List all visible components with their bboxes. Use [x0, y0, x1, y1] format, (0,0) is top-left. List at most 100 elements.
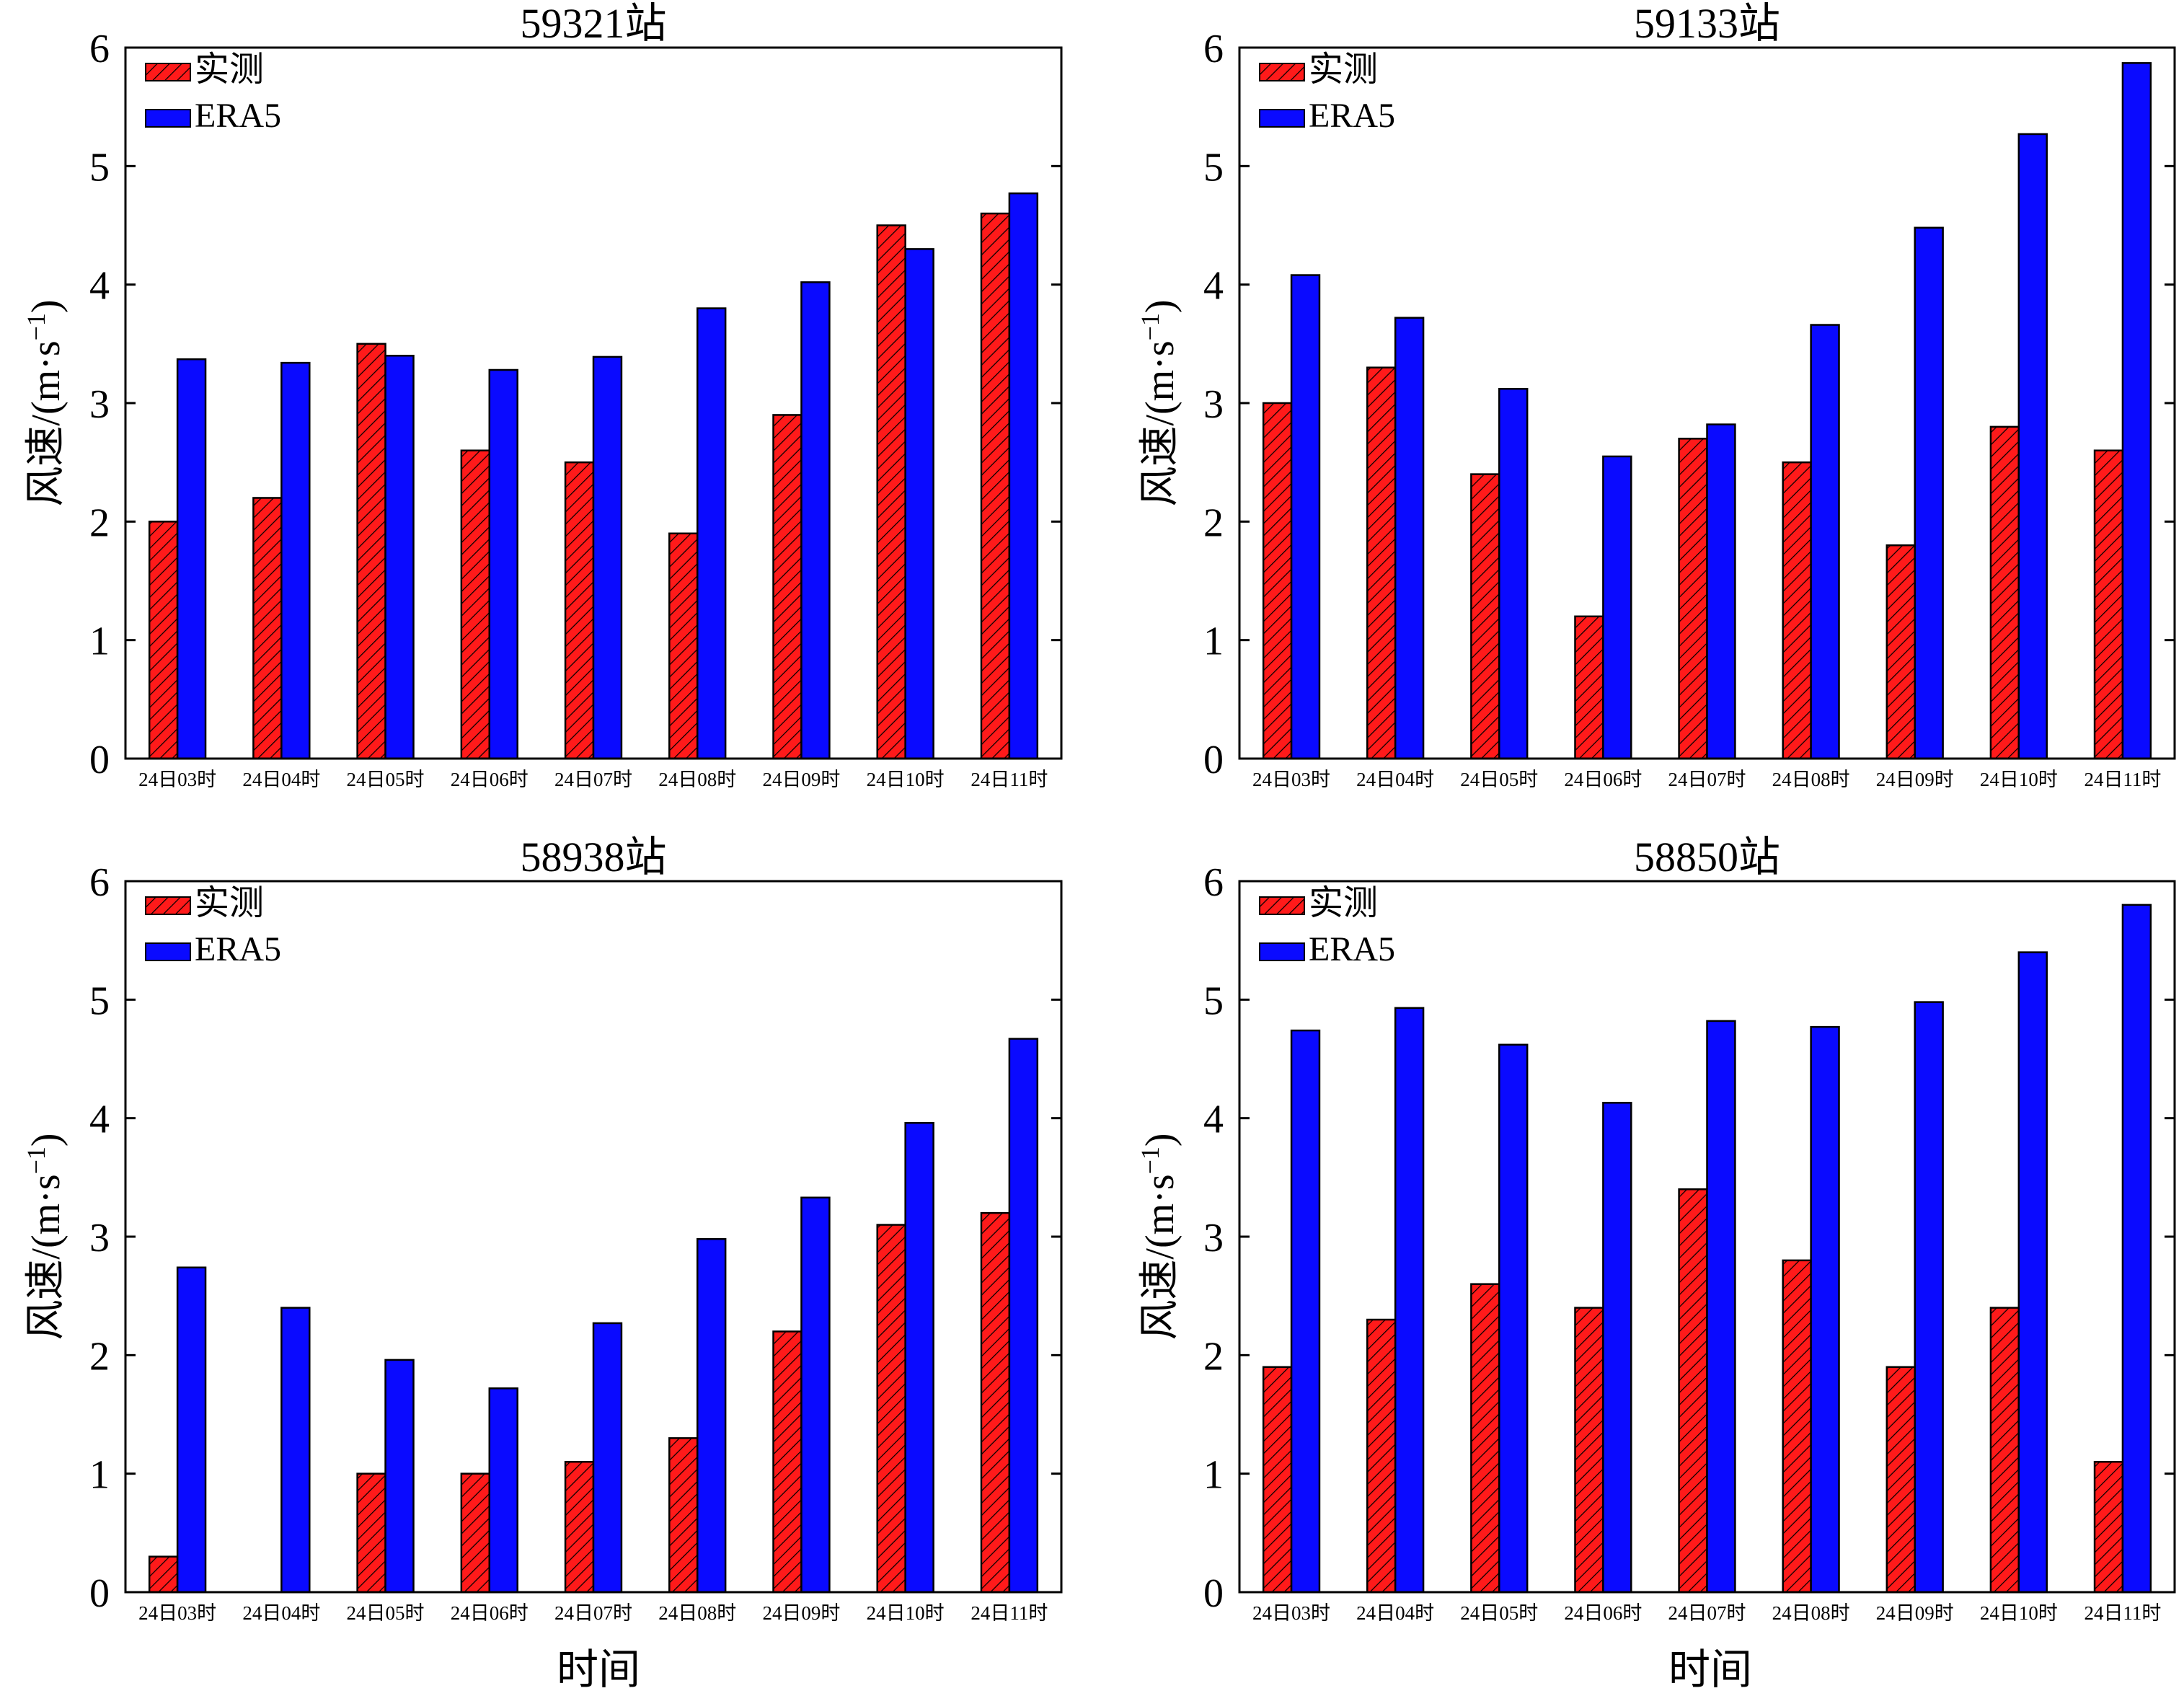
bar-observed: [1678, 1188, 1708, 1594]
x-tick-label: 24日06时: [1564, 1602, 1642, 1624]
x-tick-label: 24日11时: [2084, 1602, 2161, 1624]
bar-observed: [668, 532, 699, 760]
bar-observed: [460, 1472, 491, 1594]
x-tick-label: 24日10时: [867, 1602, 945, 1624]
y-tick-label: 0: [89, 738, 110, 782]
bar-era5: [904, 248, 934, 760]
bar-observed: [356, 343, 386, 760]
bar-era5: [1498, 1043, 1529, 1594]
y-axis-title: 风速/(m·s−1): [22, 299, 68, 506]
plot-frame: [124, 46, 1063, 760]
bar-observed: [772, 1330, 803, 1594]
bar-observed: [356, 1472, 386, 1594]
bar-era5: [1602, 1102, 1632, 1594]
chart-title: 58938站: [520, 834, 666, 880]
x-tick-label: 24日09时: [762, 1602, 840, 1624]
x-tick-label: 24日05时: [1460, 1602, 1538, 1624]
y-tick-label: 6: [89, 860, 110, 905]
legend-swatch-era5: [1259, 109, 1305, 128]
bar-era5: [176, 358, 207, 760]
y-tick-label: 6: [1203, 860, 1224, 905]
bar-era5: [1810, 1025, 1840, 1594]
bar-era5: [592, 1322, 623, 1594]
bar-era5: [1290, 274, 1321, 760]
bar-era5: [1706, 423, 1736, 760]
legend-label-era5: ERA5: [1309, 97, 1395, 135]
bar-era5: [1914, 226, 1944, 760]
x-tick-label: 24日10时: [1980, 1602, 2058, 1624]
legend-label-era5: ERA5: [195, 97, 281, 135]
x-tick-label: 24日03时: [1252, 769, 1330, 790]
bar-era5: [280, 361, 311, 760]
y-axis-title: 风速/(m·s−1): [22, 1133, 68, 1340]
y-tick-label: 2: [1203, 1334, 1224, 1379]
y-tick-label: 2: [1203, 500, 1224, 545]
plot-frame: [1238, 880, 2176, 1594]
chart-title: 59321站: [520, 0, 666, 47]
y-tick-label: 2: [89, 1334, 110, 1379]
x-tick-label: 24日04时: [1356, 769, 1434, 790]
y-tick-label: 3: [89, 382, 110, 427]
bar-era5: [1498, 388, 1529, 760]
x-axis-title-left: 时间: [556, 1646, 641, 1693]
bar-era5: [1008, 192, 1039, 760]
legend-label-era5: ERA5: [195, 930, 281, 968]
x-axis-title-right: 时间: [1668, 1646, 1753, 1693]
bar-observed: [1470, 1283, 1500, 1594]
bar-observed: [1574, 1307, 1604, 1594]
x-tick-label: 24日11时: [971, 769, 1048, 790]
x-tick-label: 24日09时: [1876, 769, 1954, 790]
bar-era5: [592, 355, 623, 760]
x-tick-label: 24日05时: [1460, 769, 1538, 790]
bar-era5: [696, 1238, 727, 1594]
legend-swatch-observed: [145, 63, 191, 81]
chart-title: 59133站: [1634, 0, 1780, 47]
legend-swatch-era5: [145, 942, 191, 961]
legend-label-observed: 实测: [1309, 884, 1378, 922]
bar-observed: [1782, 461, 1812, 760]
x-tick-label: 24日08时: [1772, 1602, 1850, 1624]
bar-observed: [1366, 366, 1397, 760]
bar-observed: [2093, 449, 2124, 760]
bar-observed: [772, 414, 803, 760]
y-tick-label: 0: [89, 1571, 110, 1616]
bar-era5: [1394, 317, 1425, 760]
legend-label-era5: ERA5: [1309, 930, 1395, 968]
x-tick-label: 24日04时: [242, 769, 320, 790]
y-tick-label: 0: [1203, 738, 1224, 782]
bar-era5: [2017, 133, 2048, 760]
bar-era5: [488, 1387, 518, 1594]
bar-observed: [1262, 402, 1293, 760]
y-tick-label: 4: [89, 1097, 110, 1142]
x-tick-label: 24日07时: [554, 1602, 632, 1624]
bar-observed: [1678, 438, 1708, 760]
legend-label-observed: 实测: [1309, 50, 1378, 89]
y-tick-label: 3: [1203, 382, 1224, 427]
bar-observed: [1885, 1366, 1916, 1594]
legend-label-observed: 实测: [195, 884, 264, 922]
x-tick-label: 24日03时: [138, 769, 216, 790]
plot-frame: [1238, 46, 2176, 760]
y-tick-label: 1: [1203, 619, 1224, 664]
y-tick-label: 6: [89, 27, 110, 71]
x-tick-label: 24日09时: [1876, 1602, 1954, 1624]
x-tick-label: 24日05时: [347, 1602, 425, 1624]
bar-observed: [1782, 1259, 1812, 1594]
bar-observed: [1989, 1307, 2020, 1594]
x-tick-label: 24日06时: [451, 1602, 529, 1624]
x-tick-label: 24日11时: [971, 1602, 1048, 1624]
legend-swatch-observed: [1259, 63, 1305, 81]
y-tick-label: 0: [1203, 1571, 1224, 1616]
x-tick-label: 24日06时: [451, 769, 529, 790]
bar-observed: [1366, 1318, 1397, 1594]
bar-observed: [1262, 1366, 1293, 1594]
legend-label-observed: 实测: [195, 50, 264, 89]
bar-observed: [148, 1555, 179, 1594]
x-tick-label: 24日08时: [658, 1602, 736, 1624]
bar-era5: [384, 355, 415, 760]
y-tick-label: 6: [1203, 27, 1224, 71]
bar-observed: [1470, 473, 1500, 760]
y-tick-label: 5: [1203, 979, 1224, 1023]
